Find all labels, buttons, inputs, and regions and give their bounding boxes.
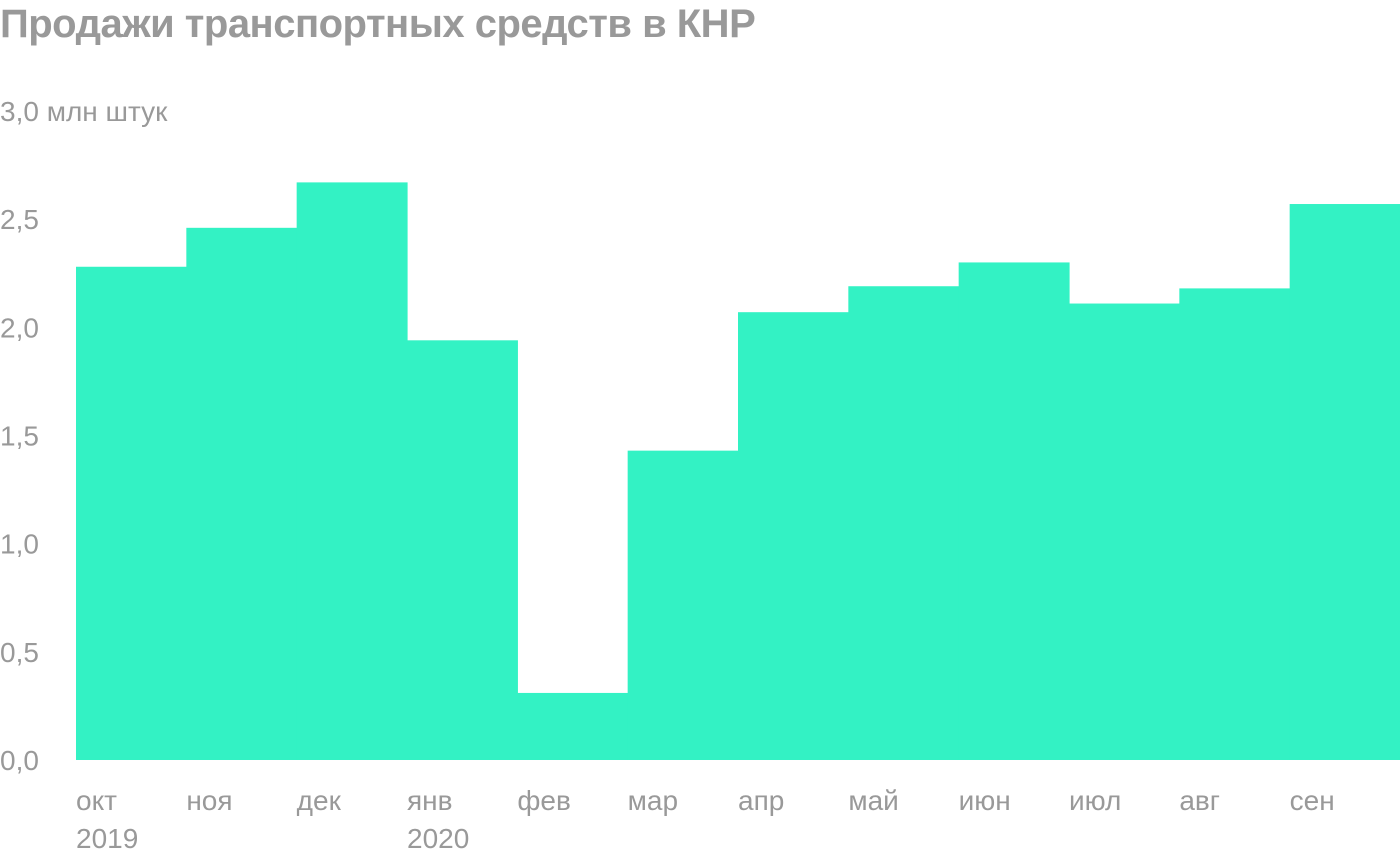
bar-апр xyxy=(738,312,849,760)
y-tick-label: 1,0 xyxy=(0,529,39,560)
bar-авг xyxy=(1179,288,1291,760)
bar-мар xyxy=(627,450,739,760)
x-tick-label: дек xyxy=(297,785,342,816)
x-tick-label: мар xyxy=(628,785,678,816)
bar-фев xyxy=(517,692,629,760)
y-tick-label: 0,5 xyxy=(0,637,39,668)
x-year-label: 2019 xyxy=(76,823,138,854)
x-tick-label: июл xyxy=(1069,785,1121,816)
bar-ноя xyxy=(186,227,298,760)
x-tick-label: апр xyxy=(738,785,784,816)
y-tick-label: 1,5 xyxy=(0,421,39,452)
y-axis-ticks: 0,0 0,5 1,0 1,5 2,0 2,5 3,0 млн штук xyxy=(0,96,168,776)
y-tick-label: 3,0 млн штук xyxy=(0,96,168,127)
bar-group xyxy=(76,182,1400,761)
x-tick-label: фев xyxy=(517,785,570,816)
x-tick-label: июн xyxy=(959,785,1011,816)
x-tick-label: ноя xyxy=(186,785,232,816)
bar-июл xyxy=(1069,303,1180,760)
x-tick-label: май xyxy=(848,785,898,816)
x-year-label: 2020 xyxy=(407,823,469,854)
bar-сен xyxy=(1289,204,1400,761)
chart-title: Продажи транспортных средств в КНР xyxy=(0,2,756,46)
bar-окт xyxy=(76,266,187,760)
y-tick-label: 2,5 xyxy=(0,204,39,235)
bar-май xyxy=(848,286,960,760)
bar-дек xyxy=(296,182,408,760)
x-tick-label: янв xyxy=(407,785,453,816)
bar-июн xyxy=(958,262,1070,760)
y-tick-label: 2,0 xyxy=(0,312,39,343)
y-tick-label: 0,0 xyxy=(0,745,39,776)
x-tick-label: сен xyxy=(1290,785,1335,816)
bar-янв xyxy=(407,340,518,760)
x-tick-label: авг xyxy=(1179,785,1220,816)
x-axis-ticks: окт ноя дек янв фев мар апр май июн июл авг сен 2019… xyxy=(76,785,1335,854)
x-tick-label: окт xyxy=(76,785,117,816)
